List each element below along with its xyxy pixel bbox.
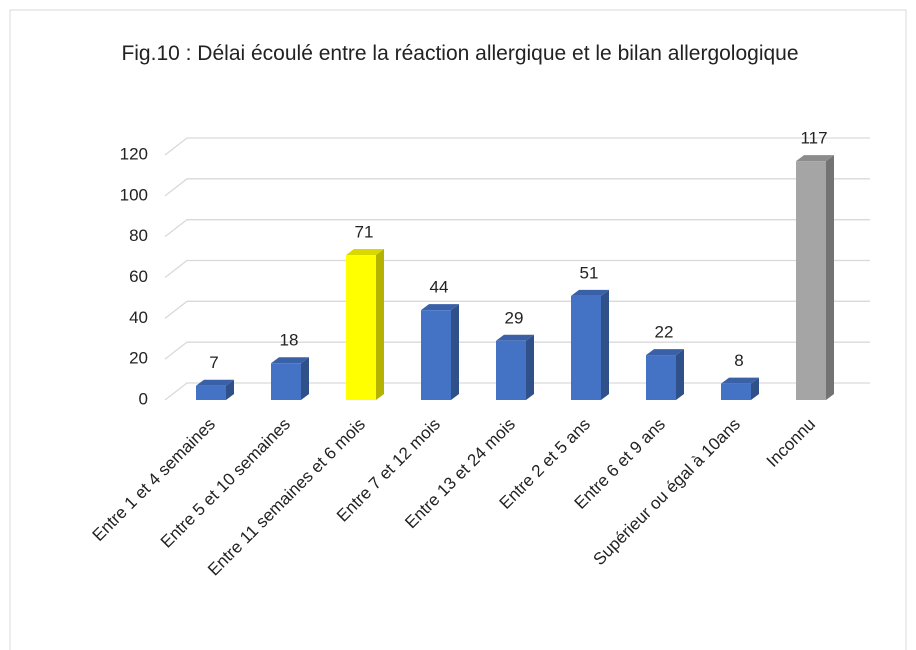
- bar-top: [346, 249, 384, 256]
- bar-side: [526, 334, 534, 400]
- grid-line: [164, 341, 870, 360]
- bar-side: [451, 304, 459, 400]
- bar-front: [646, 355, 676, 400]
- bar: [496, 334, 534, 400]
- bar: [346, 249, 384, 400]
- bar-side: [751, 377, 759, 400]
- value-label: 71: [355, 223, 374, 242]
- bar-side: [826, 155, 834, 400]
- grid-line: [164, 382, 870, 401]
- x-tick-label: Supérieur ou égal à 10ans: [590, 415, 744, 569]
- bar-front: [271, 363, 301, 400]
- bar-top: [421, 304, 459, 311]
- grid-line: [164, 178, 870, 197]
- bar: [196, 379, 234, 400]
- y-tick-label: 60: [129, 267, 148, 286]
- value-label: 18: [280, 331, 299, 350]
- grid-line: [164, 259, 870, 279]
- grid-line: [164, 300, 870, 319]
- y-tick-label: 80: [129, 226, 148, 245]
- bar-side: [226, 379, 234, 400]
- bar-front: [346, 255, 376, 400]
- bar: [646, 349, 684, 400]
- bar: [421, 304, 459, 400]
- bar-top: [196, 379, 234, 386]
- value-label: 7: [209, 353, 218, 372]
- x-tick-label: Entre 1 et 4 semaines: [89, 415, 219, 545]
- x-tick-label: Inconnu: [763, 415, 819, 471]
- x-tick-label: Entre 11 semaines et 6 mois: [204, 415, 369, 580]
- bar: [271, 357, 309, 400]
- bar-side: [376, 249, 384, 400]
- bar-front: [571, 295, 601, 400]
- value-label: 51: [580, 263, 599, 282]
- bar-top: [571, 289, 609, 296]
- y-tick-label: 120: [120, 144, 148, 163]
- bar-front: [721, 383, 751, 400]
- bar-side: [301, 357, 309, 400]
- bar: [796, 155, 834, 400]
- bar-side: [676, 349, 684, 400]
- bar-top: [646, 349, 684, 356]
- chart-title: Fig.10 : Délai écoulé entre la réaction …: [121, 42, 799, 65]
- bar: [571, 289, 609, 400]
- grid-line: [164, 219, 870, 238]
- value-label: 44: [430, 278, 449, 297]
- bar-side: [601, 289, 609, 400]
- value-label: 22: [655, 323, 674, 342]
- x-tick-label: Entre 5 et 10 semaines: [157, 415, 294, 552]
- grid-line: [164, 137, 870, 156]
- bar-top: [796, 155, 834, 162]
- bar-top: [271, 357, 309, 364]
- bar-front: [496, 340, 526, 400]
- bar-front: [421, 310, 451, 400]
- y-tick-label: 0: [139, 389, 148, 408]
- y-tick-label: 100: [120, 185, 148, 204]
- bar-front: [796, 161, 826, 400]
- y-tick-label: 20: [129, 349, 148, 368]
- value-label: 117: [800, 129, 827, 148]
- chart-border: [9, 9, 907, 650]
- bar-top: [496, 334, 534, 341]
- value-label: 29: [505, 308, 524, 327]
- bar-top: [721, 377, 759, 384]
- value-label: 8: [734, 351, 743, 370]
- bar-front: [196, 385, 226, 400]
- y-tick-label: 40: [129, 308, 148, 327]
- bar: [721, 377, 759, 400]
